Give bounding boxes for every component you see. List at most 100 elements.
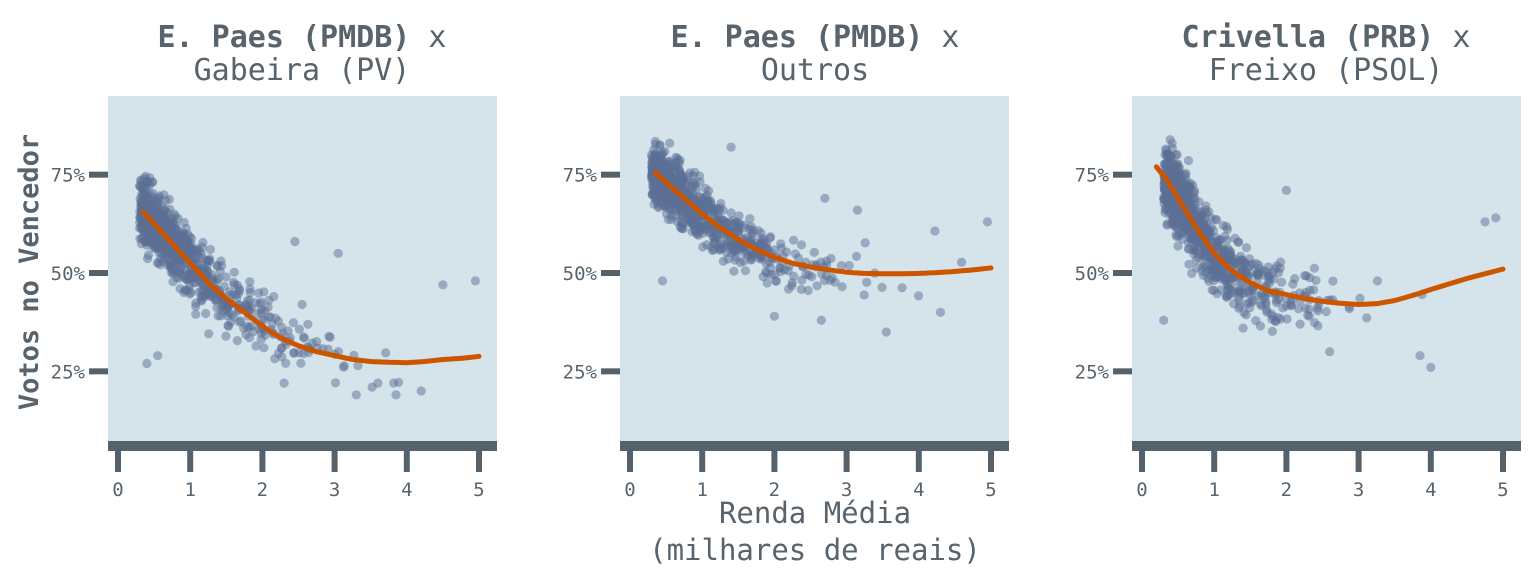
x-tick-label: 5 [985,479,996,501]
scatter-point [1236,256,1246,266]
x-tick-mark [988,451,994,472]
scatter-point [694,171,705,181]
scatter-point [279,378,289,388]
scatter-point [1161,184,1171,194]
scatter-point [1216,285,1226,295]
scatter-point [1244,254,1255,264]
scatter-point [1277,277,1287,287]
x-tick-mark [476,451,482,472]
panel-title-normal: x [410,20,446,55]
scatter-point [765,232,776,242]
scatter-point [796,284,807,294]
scatter-point [221,272,231,282]
panel-title-normal: x [923,20,959,55]
x-tick-label: 2 [257,479,268,501]
scatter-point [164,194,174,204]
scatter-point [1241,310,1251,320]
scatter-point [351,390,361,400]
scatter-point [204,329,214,339]
scatter-point [1480,217,1490,227]
scatter-point [726,142,736,152]
scatter-point [144,195,154,205]
scatter-point [1190,246,1200,256]
scatter-point [717,216,727,226]
scatter-point [748,225,758,235]
scatter-point [1234,237,1244,247]
scatter-point [1198,262,1208,272]
scatter-point [1426,362,1436,372]
scatter-point [731,240,741,250]
y-tick-mark [89,368,108,375]
x-tick-mark [331,451,338,472]
scatter-point [298,332,309,342]
scatter-point [165,222,175,232]
scatter-point [205,244,215,255]
scatter-point [231,290,241,300]
scatter-point [175,284,185,294]
scatter-point [245,277,255,287]
scatter-point [1238,323,1248,333]
scatter-point [189,272,199,282]
scatter-point [145,173,155,183]
y-tick-label: 50% [563,263,598,285]
scatter-point [242,296,252,306]
panel-title-bold: Crivella (PRB) [1182,20,1435,55]
x-tick-mark [1500,451,1506,472]
scatter-point [711,203,722,213]
scatter-point [1206,222,1216,232]
scatter-point [656,183,666,193]
scatter-point [1325,347,1335,357]
scatter-point [687,216,697,226]
x-tick-label: 2 [769,479,780,501]
scatter-point [1321,307,1331,317]
scatter-point [153,351,163,361]
scatter-point [289,348,299,358]
y-tick-label: 25% [51,361,86,383]
scatter-point [756,238,767,248]
scatter-point [330,378,341,388]
scatter-point [339,361,349,371]
x-tick-mark [699,451,706,472]
x-tick-label: 4 [1425,479,1436,501]
x-tick-label: 4 [913,479,924,501]
scatter-point [1167,143,1177,153]
scatter-point [191,301,201,311]
scatter-point [180,270,190,280]
scatter-point [191,309,201,319]
panel-title-line2: Gabeira (PV) [194,53,411,88]
scatter-point [1355,293,1365,303]
x-tick-mark [843,451,850,472]
scatter-point [1212,272,1222,283]
x-axis-label-line2: (milhares de reais) [649,533,981,567]
y-tick-mark [1113,270,1132,276]
scatter-point [1301,287,1311,297]
x-axis-line [1132,441,1521,451]
scatter-point [1270,316,1280,326]
scatter-point [701,183,711,194]
scatter-point [259,287,269,297]
scatter-point [685,168,695,178]
scatter-point [204,256,215,266]
scatter-point [762,278,772,288]
y-tick-mark [1113,171,1132,178]
scatter-point [245,284,255,294]
scatter-point [1161,144,1171,154]
scatter-point [288,318,298,328]
scatter-point [303,319,313,329]
scatter-point [1310,318,1320,328]
scatter-point [769,311,780,321]
scatter-point [816,315,826,325]
scatter-point [1219,245,1229,255]
scatter-point [264,312,274,322]
scatter-point [151,197,161,207]
scatter-point [718,256,728,266]
scatter-point [930,226,940,236]
y-tick-label: 75% [1075,165,1110,187]
scatter-point [666,204,676,214]
scatter-point [1295,319,1305,329]
scatter-point [783,266,793,276]
scatter-point [1181,168,1191,178]
y-tick-mark [89,270,108,276]
